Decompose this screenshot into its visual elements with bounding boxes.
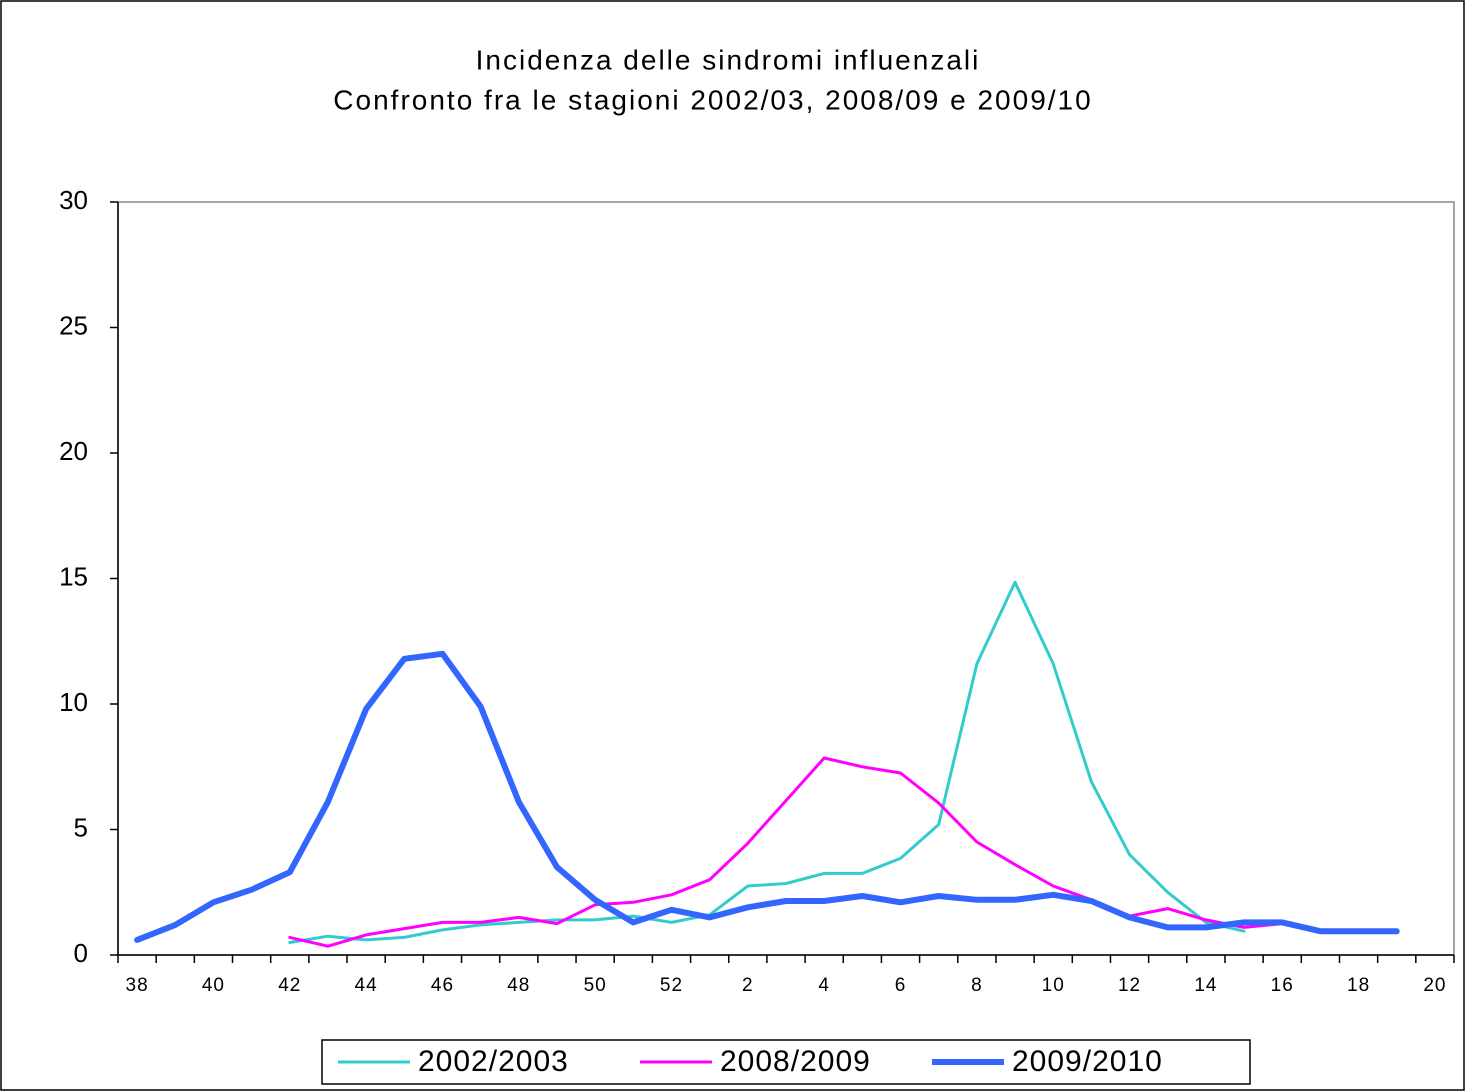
x-tick-label: 18 bbox=[1347, 975, 1370, 996]
y-tick-label: 5 bbox=[74, 812, 88, 842]
x-tick-label: 42 bbox=[278, 975, 301, 996]
chart-subtitle: Confronto fra le stagioni 2002/03, 2008/… bbox=[333, 84, 1092, 115]
x-tick-label: 46 bbox=[431, 975, 454, 996]
x-tick-label: 12 bbox=[1118, 975, 1141, 996]
x-tick-label: 52 bbox=[660, 975, 683, 996]
x-tick-label: 38 bbox=[126, 975, 149, 996]
x-tick-label: 10 bbox=[1042, 975, 1065, 996]
x-tick-label: 14 bbox=[1194, 975, 1217, 996]
x-tick-label: 44 bbox=[355, 975, 378, 996]
x-tick-label: 2 bbox=[742, 975, 754, 996]
legend-label: 2008/2009 bbox=[720, 1045, 871, 1078]
y-tick-label: 30 bbox=[59, 185, 88, 215]
series-line bbox=[288, 580, 1246, 944]
y-tick-label: 20 bbox=[59, 436, 88, 466]
x-tick-label: 50 bbox=[584, 975, 607, 996]
y-tick-label: 10 bbox=[59, 687, 88, 717]
y-tick-label: 15 bbox=[59, 561, 88, 591]
x-tick-label: 4 bbox=[818, 975, 830, 996]
series-line bbox=[134, 650, 1400, 943]
legend-label: 2002/2003 bbox=[418, 1045, 569, 1078]
x-tick-label: 48 bbox=[507, 975, 530, 996]
chart-title: Incidenza delle sindromi influenzali bbox=[476, 44, 981, 75]
y-tick-label: 0 bbox=[74, 938, 88, 968]
x-tick-label: 20 bbox=[1423, 975, 1446, 996]
x-tick-label: 6 bbox=[895, 975, 907, 996]
y-tick-label: 25 bbox=[59, 310, 88, 340]
legend bbox=[321, 1039, 1251, 1085]
x-tick-label: 8 bbox=[971, 975, 983, 996]
x-tick-label: 16 bbox=[1271, 975, 1294, 996]
x-tick-label: 40 bbox=[202, 975, 225, 996]
series-line bbox=[288, 756, 1322, 948]
legend-label: 2009/2010 bbox=[1012, 1045, 1163, 1078]
